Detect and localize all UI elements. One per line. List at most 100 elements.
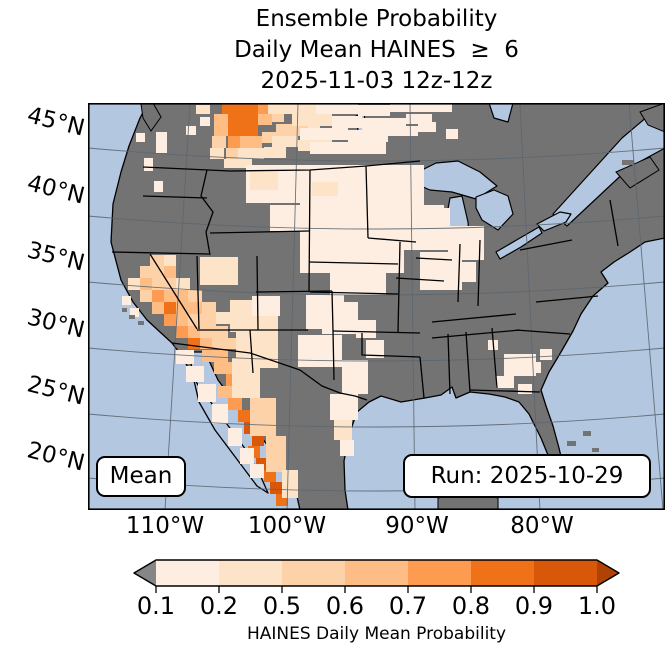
prob-cell (228, 398, 242, 410)
prob-cell (218, 386, 232, 398)
prob-cell (268, 103, 316, 114)
run-date-box: Run: 2025-10-29 (403, 454, 651, 498)
state-border-line (308, 261, 399, 265)
prob-cell (282, 470, 298, 498)
lat-tick-label: 35°N (24, 237, 88, 277)
prob-cell (540, 349, 552, 360)
prob-cell (202, 302, 216, 314)
lat-tick-label: 45°N (24, 102, 88, 142)
colorbar-segment (471, 560, 534, 586)
prob-cell (228, 136, 240, 148)
islet-shape (592, 448, 599, 452)
colorbar-gradient (133, 559, 620, 593)
state-border-line (367, 237, 417, 243)
prob-cell (312, 182, 338, 196)
prob-cell (210, 148, 224, 159)
title-line-3: 2025-11-03 12z-12z (260, 68, 493, 94)
prob-cell (202, 350, 228, 362)
prob-cell (340, 440, 354, 456)
prob-cell (188, 326, 200, 338)
prob-cell (188, 314, 216, 326)
graticule-meridian (519, 103, 541, 510)
prob-cell (332, 116, 362, 128)
state-border-line (308, 169, 311, 293)
prob-cell (240, 136, 262, 148)
state-border-line (331, 290, 334, 332)
graticule-meridian (164, 103, 191, 510)
lake-shape (475, 189, 514, 231)
prob-cell (212, 338, 238, 349)
prob-cell (188, 290, 202, 302)
prob-cell (136, 133, 145, 142)
graticule-parallel (88, 281, 665, 296)
state-border-line (309, 291, 399, 295)
prob-cell (240, 448, 254, 464)
state-border-line (477, 239, 481, 307)
prob-cell (140, 290, 152, 302)
state-border-line (171, 342, 368, 401)
prob-cell (496, 376, 514, 388)
state-border-line (465, 331, 471, 393)
prob-cell (300, 203, 416, 243)
prob-cell (198, 384, 216, 402)
prob-cell (334, 420, 352, 440)
prob-cell (186, 126, 196, 135)
islet-shape (122, 308, 127, 312)
st-lawrence-shape (552, 105, 665, 227)
prob-cell (350, 142, 386, 154)
prob-cell (366, 165, 424, 207)
state-border-line (515, 329, 571, 335)
prob-cell (188, 338, 200, 349)
lat-tick-label: 30°N (24, 304, 88, 344)
prob-cell (152, 290, 164, 302)
prob-cell (452, 262, 476, 282)
colorbar-tick-label: 0.7 (388, 592, 428, 620)
islet-shape (583, 431, 591, 436)
prob-cell (446, 129, 458, 139)
state-border-line (361, 333, 421, 358)
prob-cell (200, 338, 212, 349)
state-border-line (419, 356, 425, 399)
prob-cell (292, 114, 332, 126)
lake-shape (536, 211, 572, 232)
state-border-line (142, 195, 208, 199)
prob-cell (196, 105, 210, 114)
title-line-2: Daily Mean HAINES ≥ 6 (234, 37, 519, 63)
prob-cell (176, 350, 194, 364)
prob-cell (200, 117, 210, 126)
prob-cell (228, 428, 242, 446)
prob-cell (418, 122, 436, 132)
prob-cell (298, 335, 342, 367)
lat-tick-label: 40°N (24, 170, 88, 210)
state-border-line (111, 251, 210, 255)
prob-cell (388, 126, 418, 136)
prob-cell (228, 116, 258, 136)
state-border-line (395, 277, 445, 282)
lat-tick-label: 20°N (24, 437, 88, 477)
prob-cell (214, 114, 228, 136)
colorbar (120, 554, 630, 596)
colorbar-tick-label: 0.2 (199, 592, 239, 620)
colorbar-segment (534, 560, 597, 586)
state-border-line (249, 329, 254, 374)
lon-tick-label: 100°W (247, 513, 327, 539)
state-border-line (332, 330, 335, 381)
colorbar-tick-label: 0.1 (136, 592, 176, 620)
prob-cell (258, 103, 270, 114)
island-shape (639, 103, 665, 133)
prob-cell (528, 362, 541, 373)
prob-cell (310, 142, 350, 154)
prob-cell (390, 103, 434, 112)
prob-cell (186, 366, 204, 382)
lon-tick-label: 90°W (385, 513, 449, 539)
prob-cell (300, 128, 348, 140)
colorbar-segment (408, 560, 471, 586)
prob-cell (176, 278, 190, 290)
prob-cell (262, 132, 276, 143)
prob-cell (342, 360, 368, 394)
prob-cell (250, 172, 278, 190)
state-border-line (447, 333, 451, 395)
prob-cell (270, 482, 282, 494)
prob-cell (266, 436, 286, 472)
